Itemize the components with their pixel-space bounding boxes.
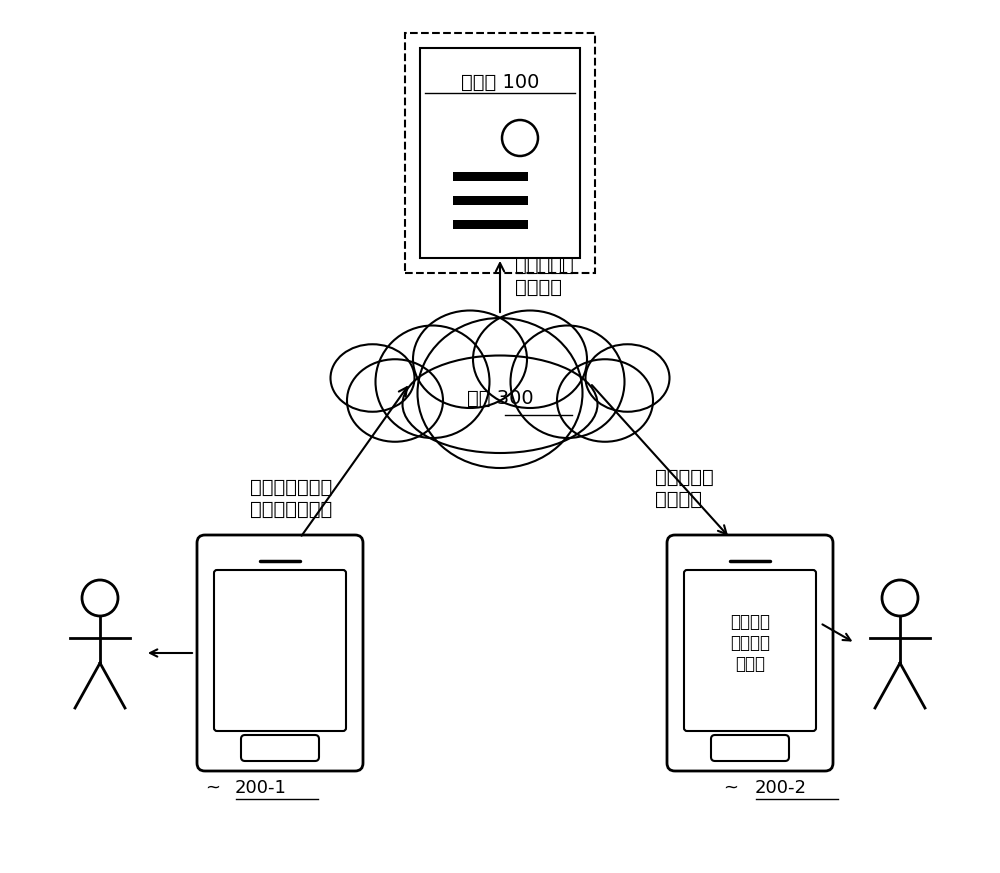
Ellipse shape: [413, 311, 527, 408]
Ellipse shape: [557, 360, 653, 442]
FancyBboxPatch shape: [453, 220, 528, 229]
Text: 服务器 100: 服务器 100: [461, 73, 539, 92]
Text: 虚拟场景的
场景数据: 虚拟场景的 场景数据: [655, 468, 714, 508]
Text: 200-1: 200-1: [235, 779, 287, 797]
Ellipse shape: [330, 344, 415, 412]
FancyBboxPatch shape: [453, 172, 528, 181]
Ellipse shape: [347, 360, 443, 442]
Ellipse shape: [402, 355, 598, 453]
Text: 虚拟场景
的对象交
互界面: 虚拟场景 的对象交 互界面: [730, 613, 770, 673]
Text: 200-2: 200-2: [755, 779, 807, 797]
FancyBboxPatch shape: [214, 570, 346, 731]
FancyBboxPatch shape: [405, 33, 595, 273]
FancyBboxPatch shape: [711, 735, 789, 761]
Ellipse shape: [586, 344, 670, 412]
FancyBboxPatch shape: [684, 570, 816, 731]
Ellipse shape: [511, 326, 624, 438]
FancyBboxPatch shape: [241, 735, 319, 761]
Text: ~: ~: [723, 779, 738, 797]
Ellipse shape: [473, 311, 587, 408]
Text: ~: ~: [205, 779, 220, 797]
FancyBboxPatch shape: [420, 48, 580, 258]
Ellipse shape: [376, 326, 490, 438]
Text: 网络 300: 网络 300: [467, 388, 533, 408]
Ellipse shape: [418, 318, 582, 468]
FancyBboxPatch shape: [453, 196, 528, 205]
Text: 虚拟场景的场景
数据的获取请求: 虚拟场景的场景 数据的获取请求: [250, 478, 332, 519]
Text: 虚拟场景的
场景数据: 虚拟场景的 场景数据: [515, 256, 574, 297]
FancyBboxPatch shape: [197, 535, 363, 771]
FancyBboxPatch shape: [667, 535, 833, 771]
